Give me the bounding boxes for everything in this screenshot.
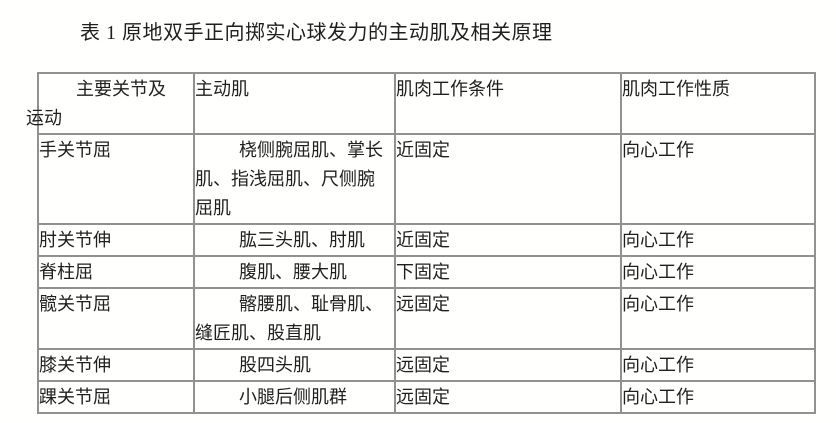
cell-joint: 肘关节伸 [37, 223, 195, 257]
cell-muscles: 小腿后侧肌群 [193, 380, 396, 414]
table-caption: 表 1 原地双手正向掷实心球发力的主动肌及相关原理 [80, 22, 553, 44]
cell-condition: 远固定 [394, 287, 622, 350]
cell-nature: 向心工作 [620, 255, 816, 289]
header-joint: 主要关节及 运动 [26, 72, 195, 135]
cell-nature: 向心工作 [620, 380, 816, 414]
table-header-row: 主要关节及 运动 主动肌 肌肉工作条件 肌肉工作性质 [26, 72, 816, 135]
cell-muscles: 腹肌、腰大肌 [193, 255, 396, 289]
cell-joint: 脊柱屈 [37, 255, 195, 289]
cell-condition: 近固定 [394, 223, 622, 257]
cell-condition: 远固定 [394, 348, 622, 382]
header-muscle: 主动肌 [193, 72, 396, 135]
header-nature: 肌肉工作性质 [620, 72, 816, 135]
header-joint-label: 主要关节及 运动 [26, 79, 166, 128]
cell-muscles: 肱三头肌、肘肌 [193, 223, 396, 257]
table-row: 肘关节伸 肱三头肌、肘肌 近固定 向心工作 [37, 223, 816, 257]
muscle-table: 主要关节及 运动 主动肌 肌肉工作条件 肌肉工作性质 手关节屈 桡侧腕屈肌、掌长… [26, 72, 816, 414]
cell-nature: 向心工作 [620, 287, 816, 350]
table-row: 膝关节伸 股四头肌 远固定 向心工作 [37, 348, 816, 382]
cell-muscles: 股四头肌 [193, 348, 396, 382]
table-row: 脊柱屈 腹肌、腰大肌 下固定 向心工作 [37, 255, 816, 289]
table-row: 髋关节屈 髂腰肌、耻骨肌、 缝匠肌、股直肌 远固定 向心工作 [37, 287, 816, 350]
cell-muscles: 髂腰肌、耻骨肌、 缝匠肌、股直肌 [193, 287, 396, 350]
cell-nature: 向心工作 [620, 133, 816, 225]
cell-joint: 手关节屈 [37, 133, 195, 225]
cell-condition: 远固定 [394, 380, 622, 414]
cell-muscles: 桡侧腕屈肌、掌长 肌、指浅屈肌、尺侧腕 屈肌 [193, 133, 396, 225]
cell-condition: 近固定 [394, 133, 622, 225]
cell-joint: 踝关节屈 [37, 380, 195, 414]
table-row: 踝关节屈 小腿后侧肌群 远固定 向心工作 [37, 380, 816, 414]
cell-joint: 膝关节伸 [37, 348, 195, 382]
header-condition: 肌肉工作条件 [394, 72, 622, 135]
cell-nature: 向心工作 [620, 348, 816, 382]
cell-nature: 向心工作 [620, 223, 816, 257]
cell-condition: 下固定 [394, 255, 622, 289]
table-row: 手关节屈 桡侧腕屈肌、掌长 肌、指浅屈肌、尺侧腕 屈肌 近固定 向心工作 [37, 133, 816, 225]
cell-joint: 髋关节屈 [37, 287, 195, 350]
